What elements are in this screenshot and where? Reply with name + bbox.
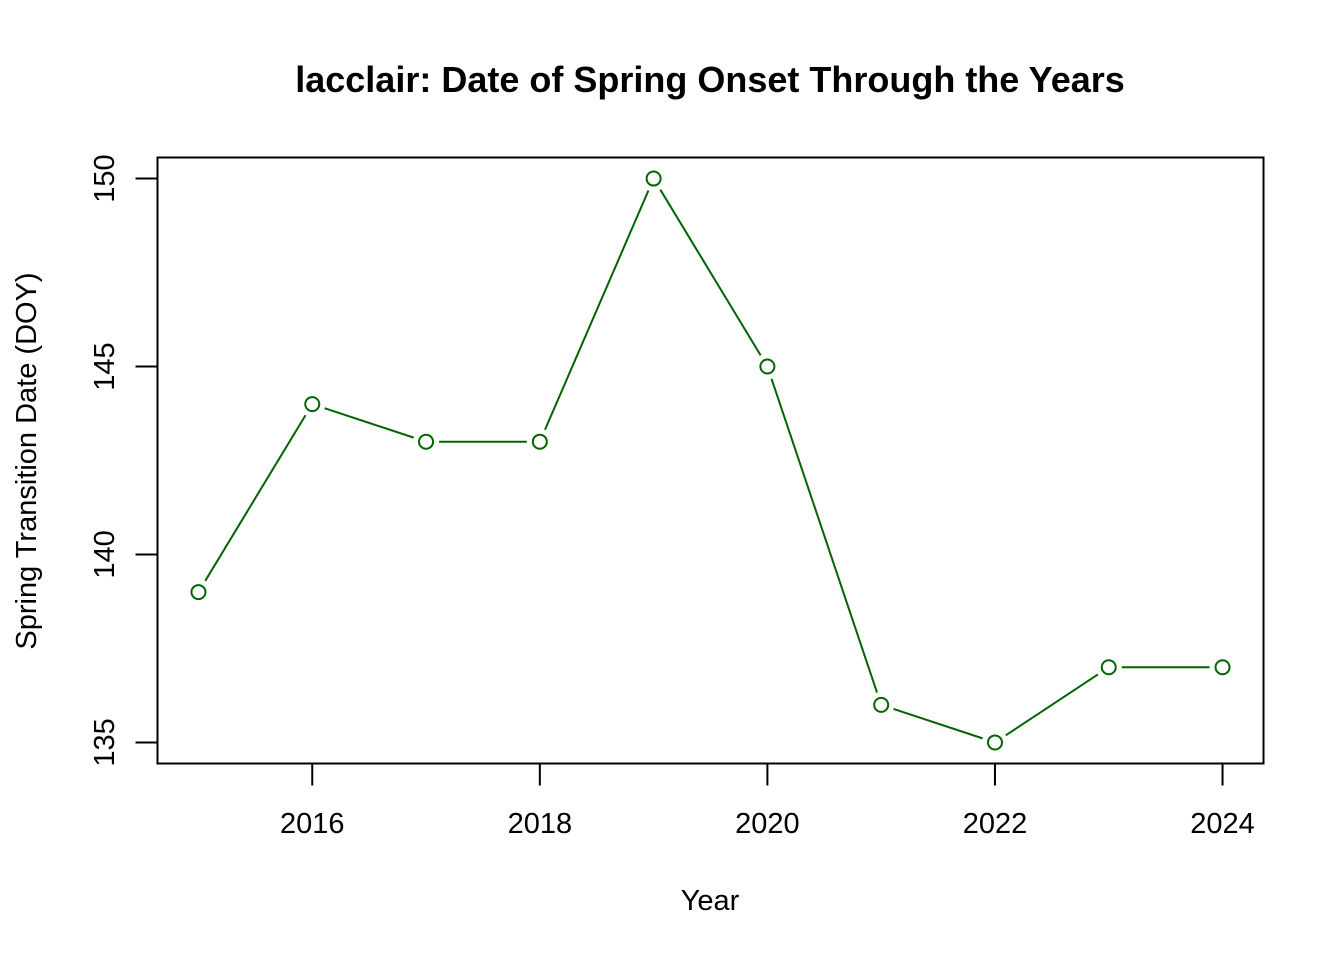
data-point [645,170,662,187]
data-point [1100,659,1117,676]
series-line-segment [770,378,878,693]
data-point [418,433,435,450]
x-tick-label: 2024 [1190,808,1255,840]
series-line-segment [1005,673,1099,737]
data-point [304,396,321,413]
data-point [873,696,890,713]
x-tick-label: 2016 [280,808,345,840]
x-axis: 2016 2018 2020 2022 2024 [280,762,1255,840]
y-axis-label: Spring Transition Date (DOY) [11,272,43,649]
y-tick-label: 140 [89,530,121,578]
plot-frame [156,156,1265,765]
y-tick-label: 145 [89,342,121,390]
y-axis: 135 140 145 150 [89,154,159,767]
x-axis-label: Year [681,885,740,917]
series-line-segment [204,414,307,582]
y-tick-label: 135 [89,718,121,766]
series-line-segment [659,189,762,356]
x-tick-label: 2022 [963,808,1028,840]
data-point [1214,659,1231,676]
y-tick-label: 150 [89,154,121,202]
series-line-segment [544,190,650,431]
chart-title: lacclair: Date of Spring Onset Through t… [295,59,1125,100]
data-point [531,433,548,450]
data-point [190,584,207,601]
series-line-segment [893,707,983,740]
series-layer [190,170,1231,751]
data-point [986,734,1003,751]
x-tick-label: 2020 [735,808,800,840]
data-point [759,358,776,375]
series-line-segment [324,407,415,439]
x-tick-label: 2018 [508,808,573,840]
